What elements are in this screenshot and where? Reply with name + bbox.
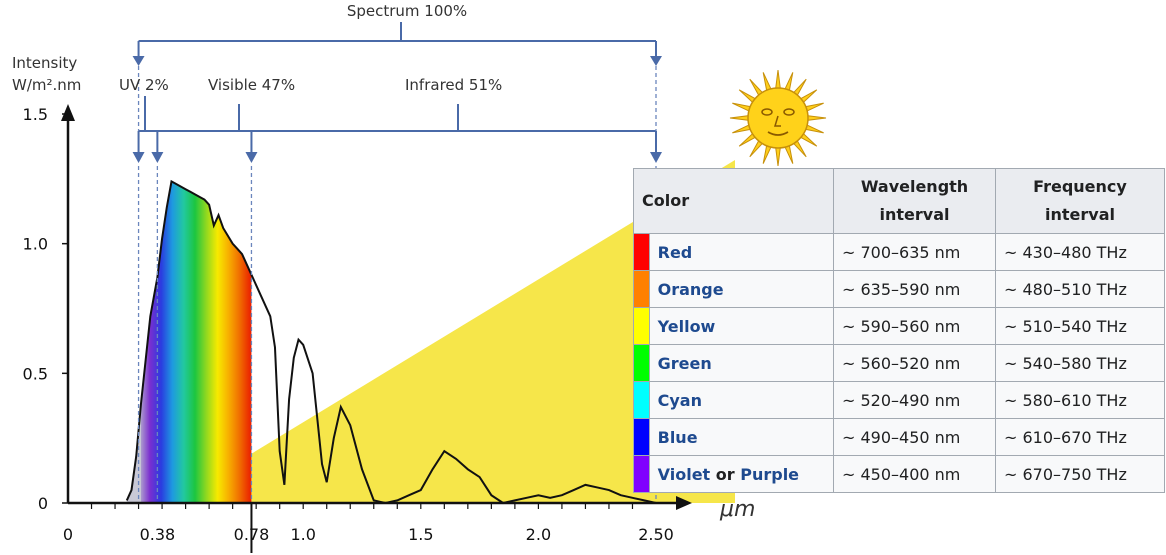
uv-spectrum-fill bbox=[126, 404, 141, 503]
wavelength-cell: ~ 590–560 nm bbox=[833, 307, 996, 345]
frequency-cell: ~ 670–750 THz bbox=[995, 455, 1165, 493]
wavelength-cell: ~ 635–590 nm bbox=[833, 270, 996, 308]
color-link-orange[interactable]: Orange bbox=[657, 279, 724, 299]
color-link-violet[interactable]: Violet bbox=[657, 464, 711, 484]
swatch-violet bbox=[633, 455, 650, 493]
table-row: Cyan ~ 520–490 nm ~ 580–610 THz bbox=[633, 381, 1165, 419]
arrow-head bbox=[245, 152, 258, 163]
x-axis-label: μm bbox=[719, 497, 755, 522]
frequency-cell: ~ 430–480 THz bbox=[995, 233, 1165, 271]
header-frequency-line2: interval bbox=[1045, 205, 1115, 224]
arrow-head bbox=[650, 152, 662, 163]
infrared-wedge bbox=[251, 160, 735, 503]
swatch-yellow bbox=[633, 307, 650, 345]
sun-ray bbox=[774, 69, 782, 91]
intensity-curve bbox=[125, 179, 657, 505]
color-link-yellow[interactable]: Yellow bbox=[657, 316, 716, 336]
swatch-red bbox=[633, 233, 650, 271]
wavelength-cell: ~ 490–450 nm bbox=[833, 418, 996, 456]
y-tick-label: 0 bbox=[38, 494, 48, 513]
x-tick-label: 1.0 bbox=[290, 525, 315, 544]
frequency-cell: ~ 510–540 THz bbox=[995, 307, 1165, 345]
header-wavelength-line1: Wavelength bbox=[860, 177, 969, 196]
table-row: Yellow ~ 590–560 nm ~ 510–540 THz bbox=[633, 307, 1165, 345]
swatch-blue bbox=[633, 418, 650, 456]
sun-ray bbox=[805, 114, 827, 122]
color-name-cell: Red bbox=[648, 233, 835, 271]
header-frequency-line1: Frequency bbox=[1033, 177, 1127, 196]
sun-ray bbox=[774, 145, 782, 167]
color-link-red[interactable]: Red bbox=[657, 242, 693, 262]
visible-spectrum-fill bbox=[138, 181, 252, 503]
y-axis-label: Intensity bbox=[12, 54, 77, 72]
table-row: Green ~ 560–520 nm ~ 540–580 THz bbox=[633, 344, 1165, 382]
color-name-or: or bbox=[715, 464, 735, 484]
arrow-head bbox=[132, 56, 145, 66]
arrow-head bbox=[132, 152, 145, 163]
header-wavelength-line2: interval bbox=[879, 205, 950, 224]
y-tick-label: 1.0 bbox=[23, 235, 48, 254]
y-axis-arrow bbox=[61, 104, 75, 121]
wavelength-cell: ~ 560–520 nm bbox=[833, 344, 996, 382]
frequency-cell: ~ 610–670 THz bbox=[995, 418, 1165, 456]
chart-title: Spectrum 100% bbox=[347, 2, 467, 20]
wavelength-cell: ~ 700–635 nm bbox=[833, 233, 996, 271]
region-label-uv: UV 2% bbox=[119, 76, 169, 94]
wavelength-cell: ~ 520–490 nm bbox=[833, 381, 996, 419]
y-axis-unit: W/m².nm bbox=[12, 76, 81, 94]
swatch-orange bbox=[633, 270, 650, 308]
color-name-cell: Yellow bbox=[648, 307, 835, 345]
table-row: Orange ~ 635–590 nm ~ 480–510 THz bbox=[633, 270, 1165, 308]
table-header-row: Color Wavelength interval Frequency inte… bbox=[633, 168, 1165, 234]
color-link-purple[interactable]: Purple bbox=[740, 464, 800, 484]
x-tick-label: 2.0 bbox=[526, 525, 551, 544]
table-row: Violet or Purple ~ 450–400 nm ~ 670–750 … bbox=[633, 455, 1165, 493]
sun-icon bbox=[729, 69, 827, 167]
color-name-cell: Orange bbox=[648, 270, 835, 308]
header-wavelength: Wavelength interval bbox=[833, 168, 996, 234]
x-tick-label: 1.5 bbox=[408, 525, 433, 544]
x-tick-label: 0.38 bbox=[140, 525, 176, 544]
color-link-green[interactable]: Green bbox=[657, 353, 712, 373]
x-tick-label: 2.50 bbox=[638, 525, 674, 544]
table-row: Blue ~ 490–450 nm ~ 610–670 THz bbox=[633, 418, 1165, 456]
frequency-cell: ~ 540–580 THz bbox=[995, 344, 1165, 382]
sun-ray bbox=[729, 114, 751, 122]
color-name-cell: Violet or Purple bbox=[648, 455, 835, 493]
swatch-green bbox=[633, 344, 650, 382]
color-name-cell: Blue bbox=[648, 418, 835, 456]
x-tick-label: 0 bbox=[63, 525, 73, 544]
frequency-cell: ~ 580–610 THz bbox=[995, 381, 1165, 419]
region-label-infrared: Infrared 51% bbox=[405, 76, 502, 94]
table-row: Red ~ 700–635 nm ~ 430–480 THz bbox=[633, 233, 1165, 271]
y-tick-label: 1.5 bbox=[23, 105, 48, 124]
header-color: Color bbox=[633, 168, 834, 234]
frequency-cell: ~ 480–510 THz bbox=[995, 270, 1165, 308]
axes bbox=[61, 104, 692, 510]
swatch-cyan bbox=[633, 381, 650, 419]
color-link-cyan[interactable]: Cyan bbox=[657, 390, 702, 410]
header-frequency: Frequency interval bbox=[995, 168, 1165, 234]
region-label-visible: Visible 47% bbox=[208, 76, 295, 94]
y-tick-label: 0.5 bbox=[23, 364, 48, 383]
color-link-blue[interactable]: Blue bbox=[657, 427, 698, 447]
color-name-cell: Green bbox=[648, 344, 835, 382]
arrow-head bbox=[650, 56, 662, 66]
arrow-head bbox=[151, 152, 164, 163]
color-name-cell: Cyan bbox=[648, 381, 835, 419]
wavelength-cell: ~ 450–400 nm bbox=[833, 455, 996, 493]
x-axis-arrow bbox=[676, 496, 692, 510]
color-table: Color Wavelength interval Frequency inte… bbox=[633, 168, 1165, 493]
x-tick-label: 0.78 bbox=[234, 525, 270, 544]
